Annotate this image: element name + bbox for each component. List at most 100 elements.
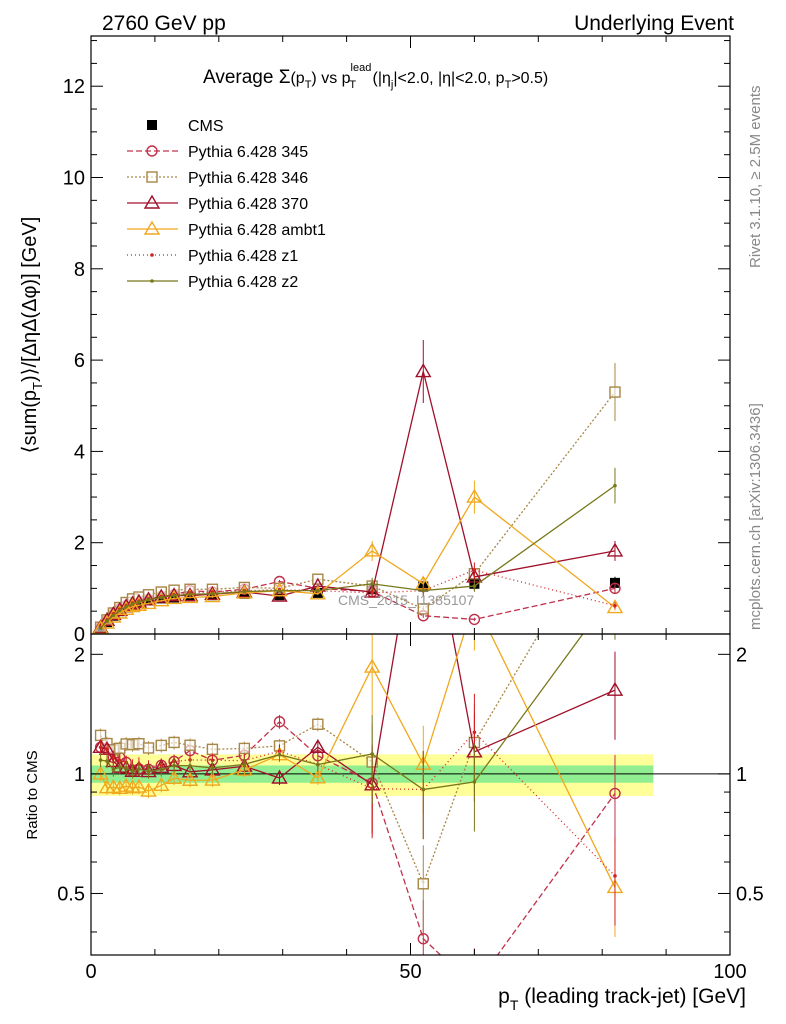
ratio-y-tick-label: 1 xyxy=(74,764,85,786)
ratio-point-pythia-6-428-z1 xyxy=(472,730,477,735)
ratio-point-pythia-6-428-346 xyxy=(312,718,324,730)
point-pythia-6-428-z2 xyxy=(277,588,282,593)
point-pythia-6-428-z2 xyxy=(137,600,141,604)
ratio-point-pythia-6-428-z2 xyxy=(117,765,122,769)
legend-entry-cms: CMS xyxy=(147,118,224,135)
point-pythia-6-428-345 xyxy=(468,613,481,626)
ratio-point-pythia-6-428-z2 xyxy=(98,758,103,762)
main-y-axis-label: ⟨sum(pT)⟩/[ΔηΔ(Δφ)] [GeV] xyxy=(19,217,45,454)
point-pythia-6-428-z2 xyxy=(472,584,477,588)
ratio-point-pythia-6-428-z1 xyxy=(111,755,116,760)
ratio-point-pythia-6-428-346 xyxy=(417,878,429,890)
ratio-point-pythia-6-428-z1 xyxy=(105,747,109,752)
point-pythia-6-428-z2 xyxy=(117,608,122,613)
ratio-point-pythia-6-428-345 xyxy=(417,933,429,945)
ratio-line-pythia-6-428-z1 xyxy=(100,731,616,877)
legend-entry-pythia-6-428-370: Pythia 6.428 370 xyxy=(127,194,308,213)
point-pythia-6-428-z2 xyxy=(98,626,103,630)
ratio-point-pythia-6-428-ambt1 xyxy=(130,778,148,793)
legend-label: Pythia 6.428 z1 xyxy=(188,248,298,265)
legend-marker xyxy=(150,253,154,257)
ratio-point-pythia-6-428-346 xyxy=(168,736,180,749)
point-pythia-6-428-ambt1 xyxy=(130,596,148,611)
ratio-point-pythia-6-428-345 xyxy=(273,716,286,728)
legend-marker xyxy=(143,194,161,209)
line-pythia-6-428-ambt1 xyxy=(100,496,616,630)
legend-marker xyxy=(146,145,158,157)
point-pythia-6-428-z2 xyxy=(370,581,374,586)
point-pythia-6-428-z2 xyxy=(210,592,215,596)
ratio-point-pythia-6-428-z2 xyxy=(111,767,116,772)
ratio-point-pythia-6-428-z2 xyxy=(105,759,109,763)
ratio-point-pythia-6-428-z2 xyxy=(130,769,135,774)
series-pythia-6-428-ambt1 xyxy=(92,480,624,634)
point-pythia-6-428-z2 xyxy=(105,619,109,624)
point-pythia-6-428-ambt1 xyxy=(309,585,327,600)
ratio-pythia-6-428-z2 xyxy=(98,634,616,840)
point-pythia-6-428-370 xyxy=(606,542,624,557)
legend-entry-pythia-6-428-z1: Pythia 6.428 z1 xyxy=(127,248,298,265)
ratio-point-pythia-6-428-346 xyxy=(133,738,145,750)
point-pythia-6-428-370 xyxy=(153,588,170,603)
rivet-label: Rivet 3.1.10, ≥ 2.5M events xyxy=(747,86,764,269)
ratio-point-pythia-6-428-z2 xyxy=(242,762,247,767)
ratio-point-pythia-6-428-346 xyxy=(184,739,196,751)
point-pythia-6-428-z2 xyxy=(188,592,192,597)
ratio-point-pythia-6-428-z2 xyxy=(137,767,141,771)
ratio-point-pythia-6-428-z1 xyxy=(613,874,617,878)
ratio-point-pythia-6-428-370 xyxy=(416,472,430,484)
ratio-y-tick-label: 2 xyxy=(74,644,85,666)
ratio-point-pythia-6-428-z2 xyxy=(277,752,282,757)
legend-label: Pythia 6.428 346 xyxy=(188,170,308,187)
point-pythia-6-428-346 xyxy=(417,603,429,615)
ratio-point-pythia-6-428-ambt1 xyxy=(236,761,253,776)
ratio-point-pythia-6-428-ambt1 xyxy=(165,769,183,784)
ratio-pythia-6-428-z1 xyxy=(98,693,617,926)
ratio-point-pythia-6-428-ambt1 xyxy=(92,765,109,780)
point-pythia-6-428-370 xyxy=(415,363,432,378)
ratio-point-pythia-6-428-z2 xyxy=(370,752,374,756)
point-pythia-6-428-370 xyxy=(111,601,128,616)
ratio-point-pythia-6-428-z2 xyxy=(188,763,192,768)
ratio-y-axis-label: Ratio to CMS xyxy=(24,750,41,839)
ratio-pythia-6-428-ambt1 xyxy=(92,634,624,938)
legend-label: Pythia 6.428 345 xyxy=(188,144,308,161)
legend-label: Pythia 6.428 370 xyxy=(188,196,308,213)
series-pythia-6-428-z2 xyxy=(98,467,617,630)
point-pythia-6-428-z2 xyxy=(159,595,164,600)
ratio-point-pythia-6-428-370 xyxy=(309,738,327,754)
point-pythia-6-428-z1 xyxy=(472,568,477,572)
ratio-y-tick-label-right: 2 xyxy=(736,644,747,666)
ratio-point-pythia-6-428-370 xyxy=(606,681,624,696)
legend-label: Pythia 6.428 z2 xyxy=(188,274,298,291)
point-pythia-6-428-z2 xyxy=(242,589,247,594)
point-pythia-6-428-z2 xyxy=(172,593,176,598)
ratio-point-pythia-6-428-z1 xyxy=(210,758,215,763)
point-pythia-6-428-z1 xyxy=(370,591,374,595)
ratio-point-pythia-6-428-346 xyxy=(142,742,155,754)
header-left: 2760 GeV pp xyxy=(102,12,226,35)
ratio-point-pythia-6-428-z2 xyxy=(159,767,164,772)
ratio-point-pythia-6-428-ambt1 xyxy=(181,771,199,786)
ratio-point-pythia-6-428-370 xyxy=(271,769,288,784)
ratio-point-pythia-6-428-345 xyxy=(469,982,479,992)
ratio-point-pythia-6-428-z2 xyxy=(472,780,477,784)
legend-label: Pythia 6.428 ambt1 xyxy=(188,222,326,239)
point-pythia-6-428-z2 xyxy=(124,604,128,609)
ratio-point-pythia-6-428-346 xyxy=(155,739,167,752)
point-pythia-6-428-ambt1 xyxy=(165,590,183,605)
point-pythia-6-428-z2 xyxy=(146,597,151,602)
point-pythia-6-428-ambt1 xyxy=(105,608,122,623)
x-tick-label: 50 xyxy=(399,961,421,983)
legend-entry-pythia-6-428-ambt1: Pythia 6.428 ambt1 xyxy=(127,220,326,239)
analysis-watermark: CMS_2015_I1385107 xyxy=(338,592,474,608)
point-pythia-6-428-z1 xyxy=(613,603,617,608)
point-pythia-6-428-370 xyxy=(105,605,122,621)
ratio-y-tick-label-right: 1 xyxy=(736,764,747,786)
ratio-point-pythia-6-428-z1 xyxy=(98,745,103,750)
main-y-tick-label: 0 xyxy=(74,624,85,646)
ratio-point-pythia-6-428-ambt1 xyxy=(140,782,157,797)
main-y-tick-label: 8 xyxy=(74,259,85,281)
ratio-point-pythia-6-428-z2 xyxy=(316,762,320,767)
